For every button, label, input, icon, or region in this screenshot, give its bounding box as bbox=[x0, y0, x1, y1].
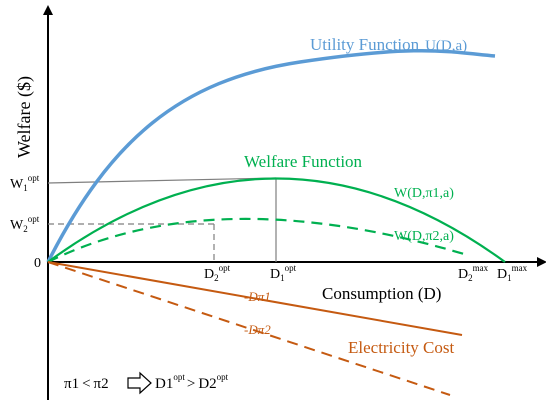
d-relation-note: D1opt > D2opt bbox=[155, 372, 229, 392]
w1-guide-line bbox=[47, 177, 277, 184]
d2-opt-label: D2opt bbox=[204, 263, 231, 283]
d2-max-label: D2max bbox=[458, 263, 489, 283]
w1-opt-label: W1opt bbox=[10, 173, 40, 193]
cost2-label: -Dπ2 bbox=[244, 322, 271, 337]
cost-line-pi2 bbox=[47, 261, 451, 396]
d1-opt-label: D1opt bbox=[270, 263, 297, 283]
implies-arrow-icon bbox=[127, 371, 152, 395]
cost1-label: -Dπ1 bbox=[244, 289, 271, 304]
x-axis-label: Consumption (D) bbox=[322, 284, 441, 303]
w1-curve-label: W(D,π1,a) bbox=[394, 186, 454, 201]
cost-line-pi1 bbox=[47, 261, 463, 336]
y-axis-label: Welfare ($) bbox=[14, 76, 35, 158]
welfare-curve-pi1 bbox=[47, 177, 506, 263]
d1-max-label: D1max bbox=[497, 263, 528, 283]
w2-curve-label: W(D,π2,a) bbox=[394, 229, 454, 244]
pi-relation-note: π1 < π2 bbox=[64, 376, 109, 392]
utility-curve bbox=[46, 48, 496, 263]
utility-label: Utility Function U(D,a) bbox=[310, 35, 467, 54]
w2-opt-label: W2opt bbox=[10, 214, 40, 234]
electricity-cost-label: Electricity Cost bbox=[348, 338, 455, 357]
origin-label: 0 bbox=[34, 256, 41, 271]
welfare-function-label: Welfare Function bbox=[244, 152, 363, 171]
